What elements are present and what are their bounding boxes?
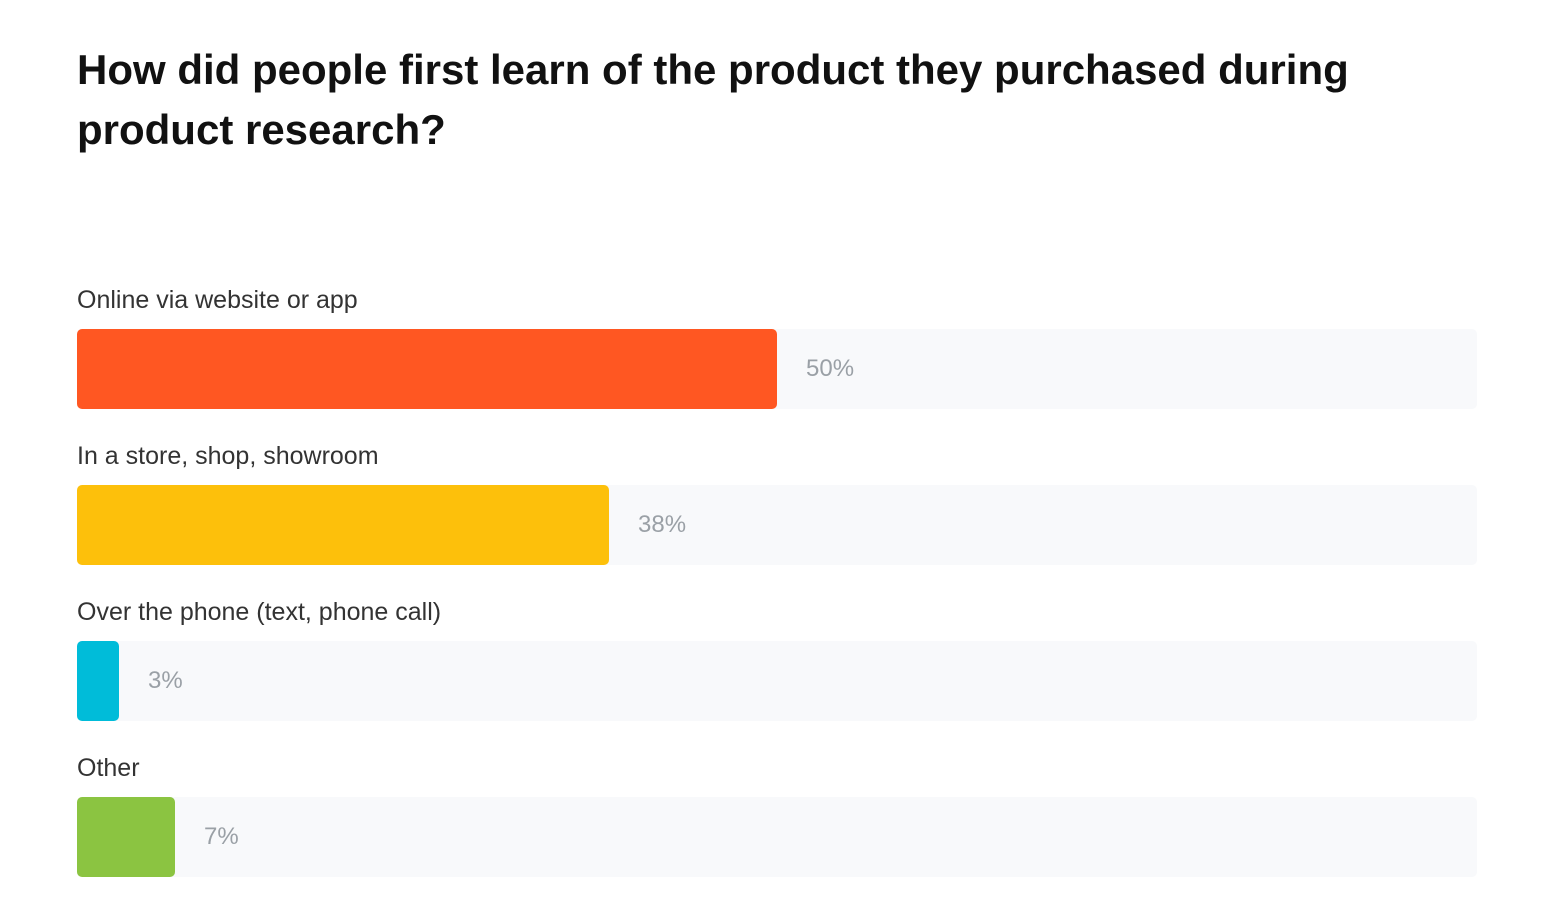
bar-track: 3% bbox=[77, 641, 1477, 721]
category-label: In a store, shop, showroom bbox=[77, 442, 379, 470]
category-label: Other bbox=[77, 754, 140, 782]
bar-row: Other 7% bbox=[77, 748, 1477, 904]
bar bbox=[77, 329, 777, 409]
category-label: Online via website or app bbox=[77, 286, 358, 314]
value-label: 7% bbox=[204, 823, 239, 850]
chart-title: How did people first learn of the produc… bbox=[77, 46, 1349, 153]
category-label: Over the phone (text, phone call) bbox=[77, 598, 442, 626]
bar-track: 50% bbox=[77, 329, 1477, 409]
bar bbox=[77, 797, 175, 877]
bar bbox=[77, 485, 609, 565]
value-label: 50% bbox=[806, 355, 855, 382]
bar-row: In a store, shop, showroom 38% bbox=[77, 436, 1477, 592]
bar-chart: Online via website or app 50% In a store, … bbox=[77, 280, 1477, 904]
bar-track: 38% bbox=[77, 485, 1477, 565]
bar-row: Online via website or app 50% bbox=[77, 280, 1477, 436]
value-label: 38% bbox=[638, 511, 687, 538]
value-label: 3% bbox=[148, 667, 183, 694]
bar bbox=[77, 641, 119, 721]
bar-track: 7% bbox=[77, 797, 1477, 877]
bar-row: Over the phone (text, phone call) 3% bbox=[77, 592, 1477, 748]
